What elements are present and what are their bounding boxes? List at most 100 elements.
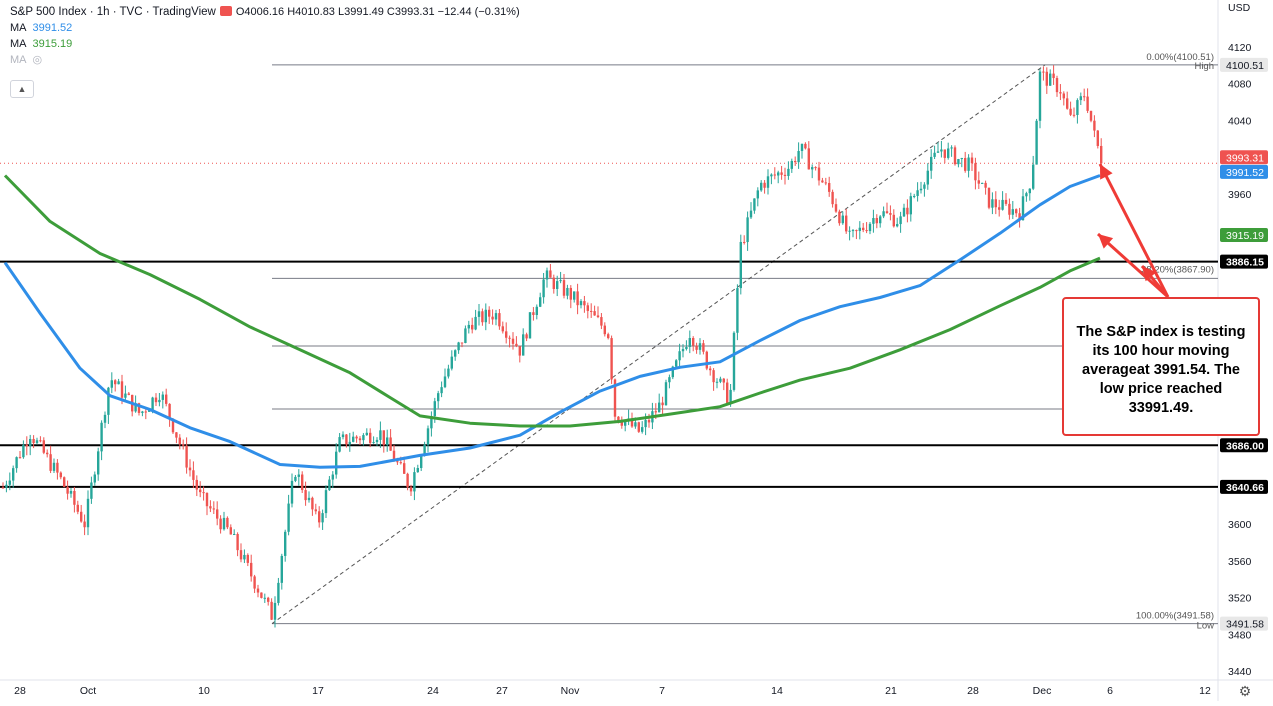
price-label-box	[1220, 57, 1268, 72]
ma-100-line	[3, 174, 1101, 469]
candle-body	[749, 210, 753, 218]
candle-body	[766, 176, 770, 188]
annotation-arrows	[1096, 163, 1170, 299]
candle-body	[212, 508, 215, 510]
candle-body	[637, 422, 640, 432]
candle-body	[892, 214, 895, 227]
candle-body	[273, 602, 277, 620]
y-tick-label: 4080	[1228, 79, 1252, 91]
time-axis: 28 Oct 10 17 24 27 Nov 7 14 21 28 Dec 6 12 ⚙	[14, 683, 1251, 699]
candle-body	[885, 211, 889, 214]
candle-body	[375, 439, 379, 443]
candle-body	[590, 310, 593, 312]
price-label: 3993.31	[1226, 152, 1264, 164]
candle-body	[695, 345, 698, 350]
candle-body	[814, 167, 817, 169]
price-label-box	[1220, 150, 1268, 165]
candle-body	[12, 468, 15, 481]
legend-ma2[interactable]: MA 3915.19	[10, 38, 73, 50]
ohlc-values: O4006.16 H4010.83 L3991.49 C3993.31 −12.…	[235, 6, 520, 18]
candle-body	[1079, 96, 1082, 101]
price-label-box	[1220, 479, 1268, 494]
arrow-to-ma100	[1098, 163, 1170, 298]
candle-body	[549, 270, 552, 278]
candle-body	[403, 463, 406, 474]
candle-body	[800, 143, 804, 152]
candle-body	[69, 490, 73, 494]
candle-body	[141, 411, 144, 413]
x-tick-label: 28	[14, 685, 26, 697]
candle-body	[399, 462, 402, 464]
candle-body	[491, 316, 494, 320]
gear-icon[interactable]: ⚙	[1239, 683, 1252, 699]
candle-body	[1004, 199, 1008, 204]
candle-body	[270, 601, 273, 620]
candle-body	[763, 182, 766, 188]
candle-body	[875, 218, 878, 224]
candle-body	[39, 440, 42, 442]
candle-body	[199, 489, 202, 493]
symbol-title[interactable]: S&P 500 Index · 1h · TVC · TradingView	[10, 6, 216, 18]
candle-body	[947, 148, 950, 158]
candle-body	[630, 418, 634, 427]
candle-body	[603, 325, 606, 335]
ma-200-line	[3, 174, 1101, 428]
candle-body	[970, 157, 974, 164]
candle-body	[103, 414, 107, 423]
market-status-icon	[219, 6, 232, 16]
x-tick-label: 14	[771, 685, 783, 697]
eye-off-icon[interactable]: ◎	[32, 54, 43, 66]
candle-body	[471, 324, 474, 330]
x-tick-label: Nov	[561, 685, 580, 697]
currency-label[interactable]: USD	[1228, 2, 1251, 14]
candle-body	[1038, 71, 1042, 121]
candle-body	[862, 227, 865, 231]
arrow-to-ma200-head	[1098, 234, 1114, 249]
candle-body	[250, 562, 253, 577]
legend-ma1[interactable]: MA 3991.52	[10, 22, 73, 34]
candle-body	[56, 462, 59, 473]
candle-body	[97, 451, 100, 475]
legend-ma3[interactable]: MA ◎	[10, 54, 43, 66]
price-label-box	[1220, 227, 1268, 242]
callout-line-2: its 100 hour moving	[1092, 343, 1230, 359]
candle-body	[511, 338, 515, 344]
candle-body	[284, 531, 287, 556]
moving-averages	[3, 174, 1101, 469]
candle-body	[977, 180, 980, 184]
candle-body	[477, 311, 481, 317]
candle-body	[641, 427, 644, 432]
candle-body	[100, 422, 103, 452]
fib-label-bottom: 100.00%(3491.58)	[1136, 611, 1214, 622]
candle-body	[8, 480, 11, 485]
candle-body	[1018, 213, 1021, 221]
candle-body	[426, 428, 430, 445]
candle-body	[151, 397, 154, 410]
candle-body	[178, 437, 181, 445]
collapse-legend-button[interactable]: ▲	[10, 80, 34, 98]
candle-body	[501, 326, 504, 332]
candle-body	[841, 215, 844, 224]
candle-body	[454, 350, 457, 357]
candle-body	[855, 230, 858, 232]
candle-body	[1052, 73, 1055, 79]
candle-body	[831, 191, 834, 205]
candle-body	[297, 474, 300, 477]
candle-body	[114, 380, 117, 385]
candle-body	[341, 434, 345, 438]
candle-body	[705, 351, 708, 369]
candle-body	[532, 312, 535, 315]
candle-body	[647, 419, 651, 423]
candle-body	[658, 402, 661, 413]
candle-body	[188, 467, 192, 471]
callout-line-4: low price reached	[1099, 381, 1223, 397]
candle-body	[311, 497, 314, 510]
candle-body	[1042, 71, 1045, 73]
candle-body	[913, 195, 916, 197]
candle-body	[607, 334, 610, 339]
price-label: 3915.19	[1226, 230, 1264, 242]
candle-body	[389, 437, 392, 451]
callout-line-5: 33991.49.	[1128, 400, 1194, 416]
